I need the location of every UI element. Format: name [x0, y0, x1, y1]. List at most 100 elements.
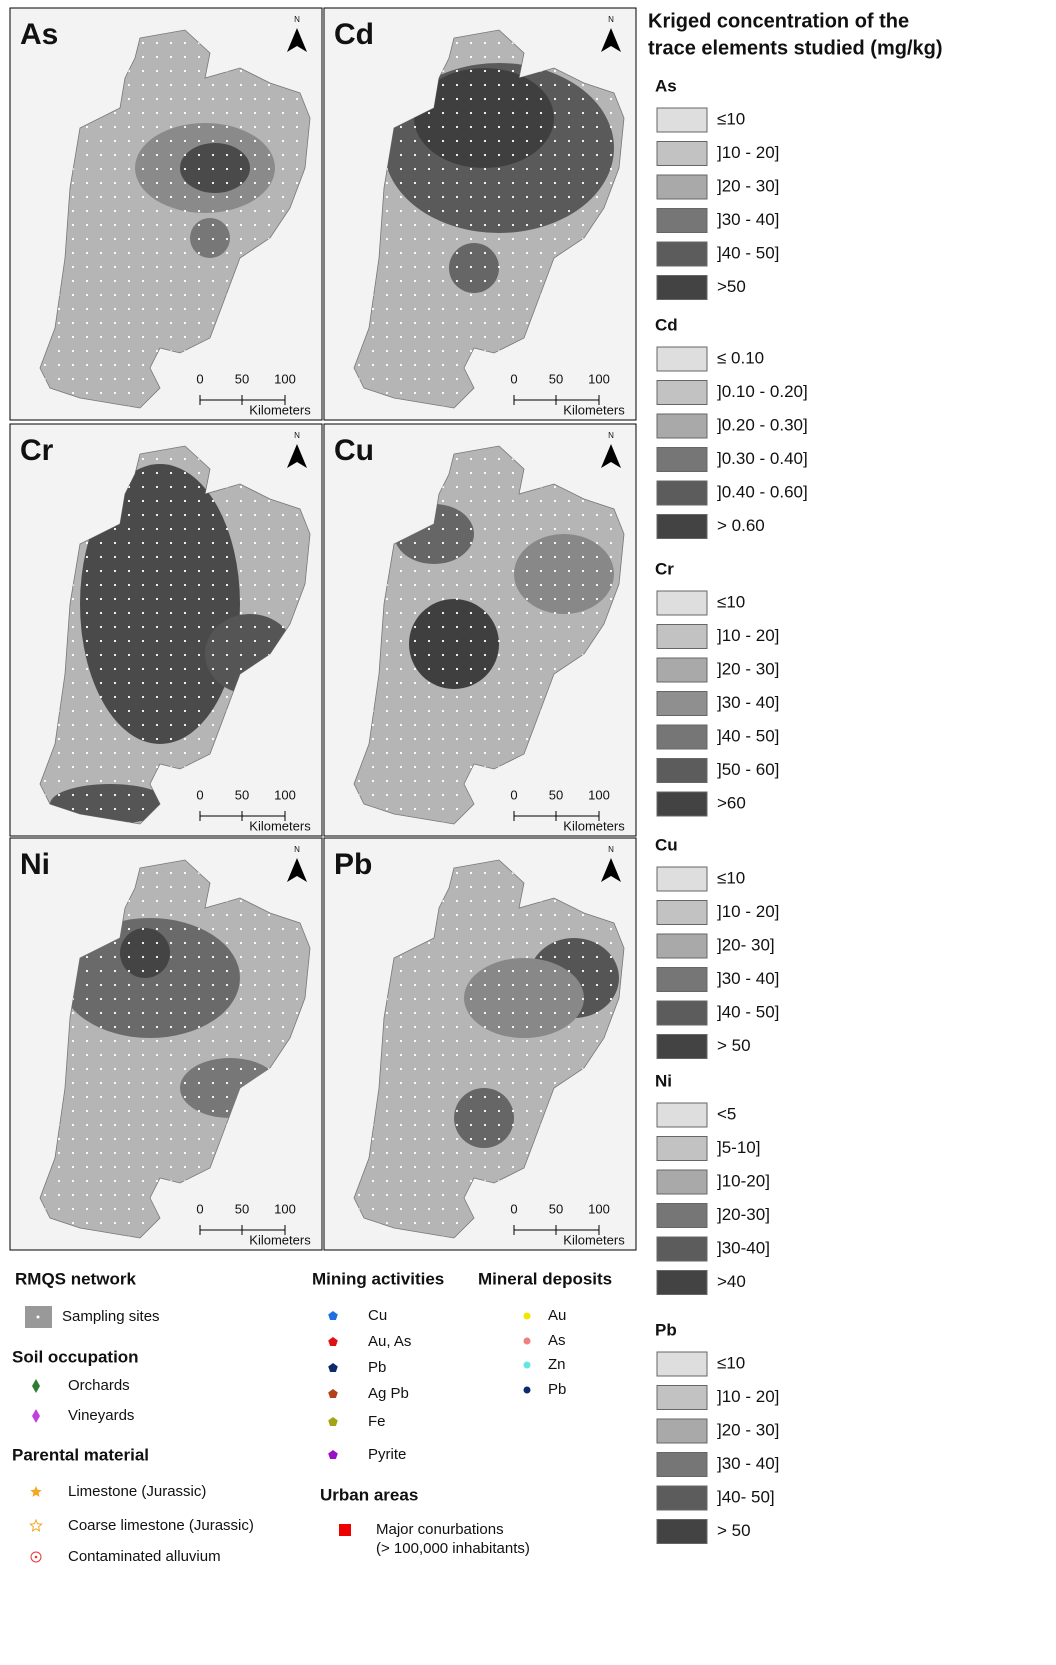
- scale-unit: Kilometers: [563, 1232, 625, 1247]
- legend-class-label: ]30-40]: [717, 1238, 770, 1257]
- legend-swatch: [657, 481, 707, 505]
- key-section: Urban areas Major conurbations (> 100,000 …: [320, 1485, 530, 1556]
- key-item-label: (> 100,000 inhabitants): [376, 1540, 530, 1557]
- legend-class-label: ]40 - 50]: [717, 1002, 779, 1021]
- key-symbol: [339, 1524, 351, 1536]
- legend-swatch: [657, 1419, 707, 1443]
- key-symbol: [30, 1486, 41, 1497]
- legend-swatch: [657, 759, 707, 783]
- legend-swatch: [657, 1170, 707, 1194]
- scale-tick-label: 100: [588, 371, 610, 386]
- key-section-title: Urban areas: [320, 1485, 418, 1504]
- key-item-label: Cu: [368, 1307, 387, 1324]
- legend-group-title: As: [655, 76, 677, 95]
- key-item-label: Major conurbations: [376, 1521, 504, 1538]
- key-item-label: Coarse limestone (Jurassic): [68, 1517, 254, 1534]
- key-section-title: RMQS network: [15, 1269, 136, 1288]
- key-symbol: [524, 1362, 531, 1369]
- key-symbol: [32, 1409, 40, 1423]
- legend-class-label: > 50: [717, 1036, 751, 1055]
- legend-swatch: [657, 1386, 707, 1410]
- legend-swatch: [657, 1271, 707, 1295]
- legend-class-label: >50: [717, 277, 746, 296]
- legend-swatch: [657, 867, 707, 891]
- scale-unit: Kilometers: [249, 402, 311, 417]
- legend-class-label: ≤10: [717, 1353, 745, 1372]
- legend-swatch: [657, 725, 707, 749]
- legend-class-label: >60: [717, 793, 746, 812]
- key-item-label: Sampling sites: [62, 1308, 160, 1325]
- legend-class-label: ]30 - 40]: [717, 693, 779, 712]
- legend-class-label: > 0.60: [717, 516, 765, 535]
- legend-class-label: ≤10: [717, 868, 745, 887]
- legend-class-label: ]10 - 20]: [717, 1387, 779, 1406]
- legend-swatch: [657, 142, 707, 166]
- key-symbol: [524, 1387, 531, 1394]
- key-symbol: [328, 1337, 338, 1346]
- legend-swatch: [657, 1352, 707, 1376]
- scale-unit: Kilometers: [249, 1232, 311, 1247]
- legend-class-label: ]30 - 40]: [717, 969, 779, 988]
- page: Kriged concentration maps body { margin:…: [0, 0, 1056, 1665]
- map-panel: PbN050100Kilometers: [324, 838, 636, 1250]
- legend-class-label: ]20 - 30]: [717, 1420, 779, 1439]
- key-item-label: Pyrite: [368, 1446, 406, 1463]
- legend-swatch: [657, 1453, 707, 1477]
- scale-unit: Kilometers: [249, 818, 311, 833]
- legend-class-label: ]10 - 20]: [717, 626, 779, 645]
- scale-tick-label: 0: [510, 371, 517, 386]
- north-label: N: [294, 431, 300, 440]
- key-section: Mineral depositsAuAsZnPb: [478, 1269, 612, 1397]
- key-symbol: [328, 1450, 338, 1459]
- legend-class-label: > 50: [717, 1521, 751, 1540]
- panel-label: Cd: [334, 18, 374, 51]
- legend-swatch: [657, 1103, 707, 1127]
- key-section-title: Soil occupation: [12, 1347, 139, 1366]
- legend-swatch: [657, 276, 707, 300]
- panel-label: As: [20, 18, 58, 51]
- key-section-title: Mining activities: [312, 1269, 444, 1288]
- legend-swatch: [657, 209, 707, 233]
- key-symbol: [37, 1316, 40, 1319]
- panel-label: Pb: [334, 848, 372, 881]
- legend-group-title: Cd: [655, 315, 678, 334]
- legend-swatch: [657, 448, 707, 472]
- north-label: N: [294, 845, 300, 854]
- legend-class-label: ]20-30]: [717, 1205, 770, 1224]
- scale-tick-label: 50: [235, 1201, 249, 1216]
- legend-swatch: [657, 1237, 707, 1261]
- key-item-label: As: [548, 1332, 566, 1349]
- key-item-label: Contaminated alluvium: [68, 1548, 221, 1565]
- legend-swatch: [657, 934, 707, 958]
- key-symbol: [328, 1389, 338, 1398]
- scale-tick-label: 0: [196, 1201, 203, 1216]
- key-symbol: [524, 1313, 531, 1320]
- key-symbol: [328, 1311, 338, 1320]
- key-item-label: Orchards: [68, 1377, 130, 1394]
- legend-swatch: [657, 1520, 707, 1544]
- legend-class-label: ]40 - 50]: [717, 726, 779, 745]
- legend-title: trace elements studied (mg/kg): [648, 37, 943, 59]
- key-symbol: [328, 1363, 338, 1372]
- legend-group-title: Pb: [655, 1320, 677, 1339]
- legend-swatch: [657, 658, 707, 682]
- key-item-label: Fe: [368, 1413, 386, 1430]
- key-symbol: [328, 1417, 338, 1426]
- north-label: N: [294, 15, 300, 24]
- scale-tick-label: 50: [235, 787, 249, 802]
- key-section: Parental materialLimestone (Jurassic)Coa…: [12, 1445, 254, 1564]
- key-item-label: Vineyards: [68, 1407, 134, 1424]
- legend-swatch: [657, 591, 707, 615]
- panel-label: Cu: [334, 434, 374, 467]
- legend-class-label: ]0.30 - 0.40]: [717, 449, 808, 468]
- key-item-label: Pb: [548, 1381, 566, 1398]
- legend-class-label: >40: [717, 1272, 746, 1291]
- legend-class-label: ]10 - 20]: [717, 143, 779, 162]
- scale-tick-label: 100: [274, 1201, 296, 1216]
- north-label: N: [608, 431, 614, 440]
- scale-tick-label: 0: [196, 371, 203, 386]
- legend-class-label: ≤ 0.10: [717, 348, 764, 367]
